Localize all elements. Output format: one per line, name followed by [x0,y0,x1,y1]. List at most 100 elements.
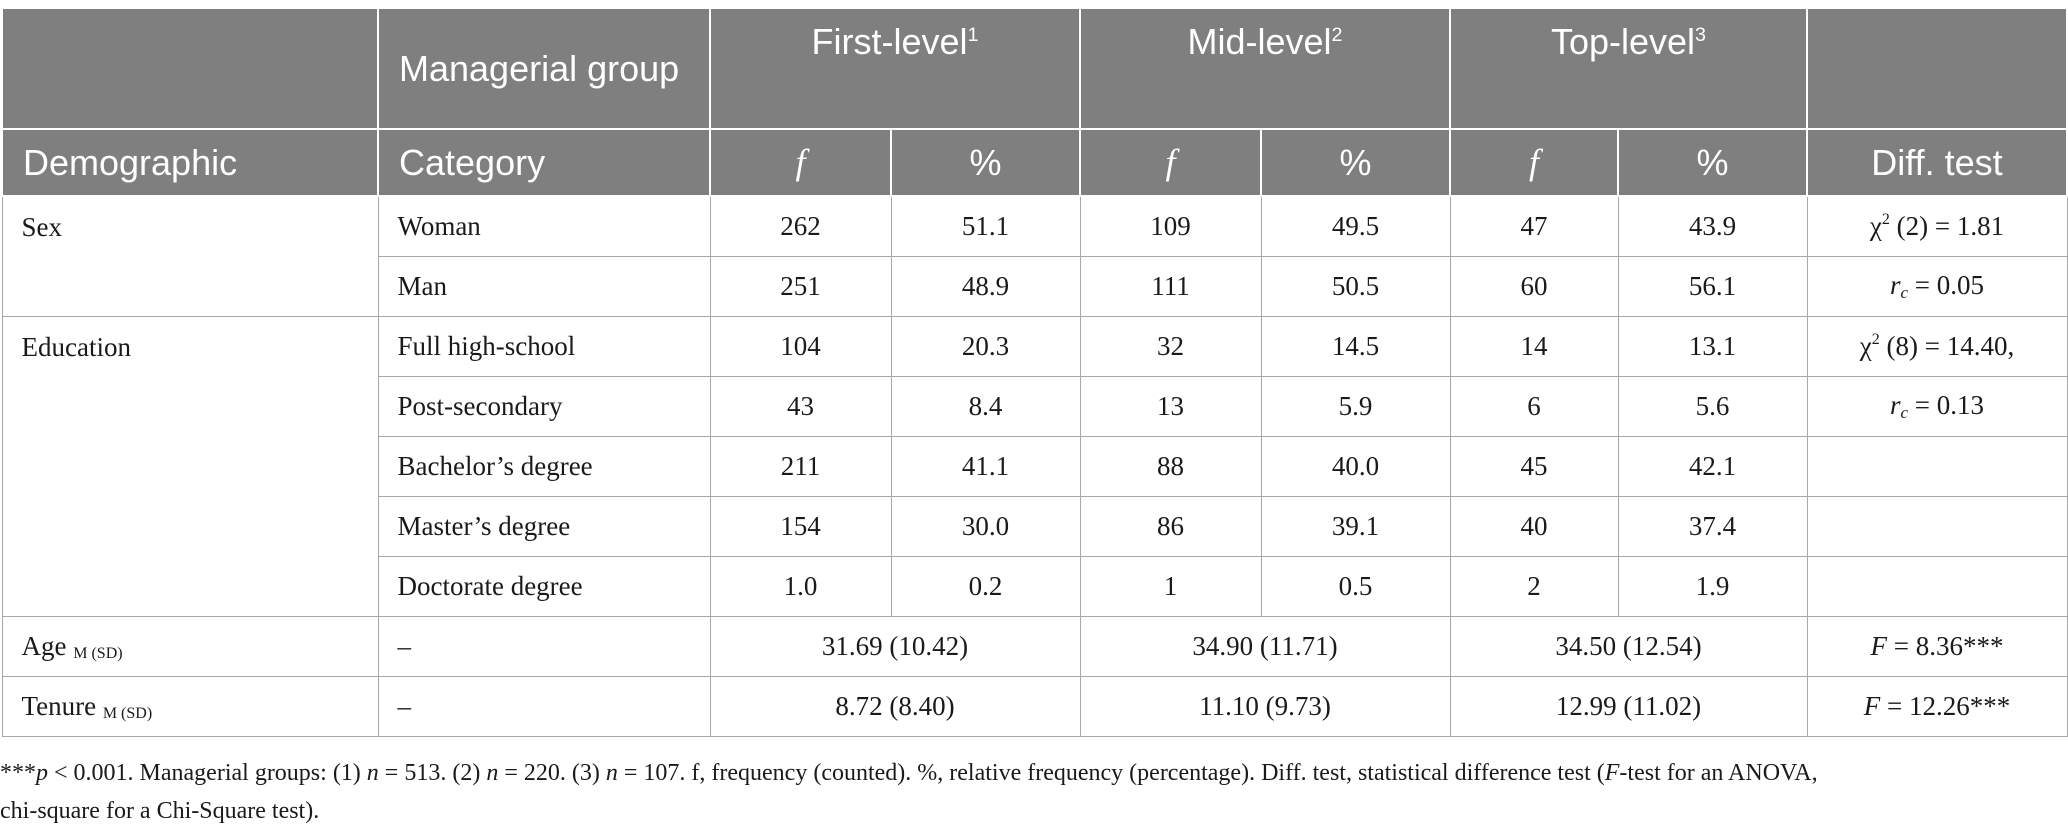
header-diff-test: Diff. test [1806,128,2068,197]
value-cell: 51.1 [890,195,1081,257]
tenure-sub: M (SD) [102,704,153,722]
header-pct-first: % [890,128,1081,197]
value-cell: 31.69 (10.42) [709,616,1081,677]
value-cell: 13.1 [1617,316,1808,377]
value-cell: 60 [1449,256,1619,317]
category-cell: – [377,676,711,737]
note-F: F [1604,760,1620,786]
header-top-level-label: Top-level [1550,21,1696,62]
table-footnote: ***p < 0.001. Managerial groups: (1) n =… [0,754,2060,830]
demographics-table: Managerial group First-level1 Mid-level2… [1,7,2068,737]
value-cell: 12.99 (11.02) [1449,676,1808,737]
table-row: Age M (SD) – 31.69 (10.42) 34.90 (11.71)… [1,616,2068,677]
value-cell: 0.5 [1260,556,1451,617]
header-first-level-label: First-level [811,21,968,62]
header-category: Category [377,128,711,197]
value-cell: 42.1 [1617,436,1808,497]
r-sub: c [1900,283,1909,302]
header-mid-level: Mid-level2 [1079,7,1451,130]
value-cell: 45 [1449,436,1619,497]
value-cell: 50.5 [1260,256,1451,317]
header-f-mid: f [1079,128,1262,197]
diff-test-cell: χ2 (8) = 14.40, [1806,316,2068,377]
header-empty-last [1806,7,2068,130]
value-cell: 14.5 [1260,316,1451,377]
f-value: = 12.26*** [1880,691,2011,721]
note-part1: < 0.001. Managerial groups: (1) [48,760,367,786]
diff-test-cell: F = 8.36*** [1806,616,2068,677]
table-row: Doctorate degree 1.0 0.2 1 0.5 2 1.9 [2,556,2068,617]
value-cell: 43 [709,376,892,437]
category-cell: Full high-school [377,316,711,377]
table-row: Education Full high-school 104 20.3 32 1… [1,316,2068,617]
diff-test-cell: rc = 0.05 [1806,256,2068,317]
note-stars: *** [0,760,36,786]
r-value: = 0.13 [1908,390,1985,420]
value-cell: 37.4 [1617,496,1808,557]
value-cell: 34.90 (11.71) [1079,616,1451,677]
r-symbol: r [1889,270,1901,300]
value-cell: 88 [1079,436,1262,497]
tenure-label: Tenure [21,690,97,721]
value-cell: 20.3 [890,316,1081,377]
category-cell: – [377,616,711,677]
table-row: Sex Woman 262 51.1 109 49.5 47 43.9 χ2 (… [1,195,2068,317]
value-cell: 1.9 [1617,556,1808,617]
table-row: Master’s degree 154 30.0 86 39.1 40 37.4 [2,496,2068,557]
chi-sup: 2 [1881,211,1890,228]
category-cell: Master’s degree [377,496,711,557]
value-cell: 211 [709,436,892,497]
value-cell: 251 [709,256,892,317]
value-cell: 154 [709,496,892,557]
r-sub: c [1900,403,1909,422]
table-row: Tenure M (SD) – 8.72 (8.40) 11.10 (9.73)… [1,676,2068,737]
category-cell: Post-secondary [377,376,711,437]
value-cell: 5.6 [1617,376,1808,437]
value-cell: 262 [709,195,892,257]
row-label-sex: Sex [1,195,379,317]
header-top-level: Top-level3 [1449,7,1808,130]
value-cell: 1 [1079,556,1262,617]
header-row-groups: Managerial group First-level1 Mid-level2… [1,7,2068,130]
diff-test-cell-empty [1806,556,2068,617]
table-row: Bachelor’s degree 211 41.1 88 40.0 45 42… [2,436,2068,497]
value-cell: 109 [1079,195,1262,257]
value-cell: 34.50 (12.54) [1449,616,1808,677]
diff-test-cell: F = 12.26*** [1806,676,2068,737]
value-cell: 43.9 [1617,195,1808,257]
note-part3: = 220. (3) [498,760,606,786]
header-empty-cell [1,7,379,130]
chi-value: (8) = 14.40, [1879,331,2015,361]
note-part2: = 513. (2) [378,760,487,786]
table-header: Managerial group First-level1 Mid-level2… [1,7,2068,197]
age-label: Age [21,630,67,661]
diff-test-cell: χ2 (2) = 1.81 [1806,195,2068,257]
value-cell: 111 [1079,256,1262,317]
age-sub: M (SD) [73,644,123,662]
header-mid-level-label: Mid-level [1187,21,1332,62]
value-cell: 39.1 [1260,496,1451,557]
row-label-age: Age M (SD) [1,616,379,677]
value-cell: 13 [1079,376,1262,437]
chi-symbol: χ [1859,331,1872,361]
header-first-level-sup: 1 [967,24,979,46]
note-n2: n [486,760,499,786]
row-label-education: Education [1,316,379,617]
value-cell: 30.0 [890,496,1081,557]
note-part5: -test for an ANOVA, [1619,760,1818,786]
note-n1: n [366,760,379,786]
r-symbol: r [1889,390,1901,420]
category-cell: Doctorate degree [377,556,711,617]
header-row-columns: Demographic Category f % f % f % Diff. t… [1,128,2068,197]
value-cell: 1.0 [709,556,892,617]
header-top-level-sup: 3 [1695,24,1707,46]
value-cell: 56.1 [1617,256,1808,317]
value-cell: 6 [1449,376,1619,437]
f-symbol: F [1870,631,1888,661]
value-cell: 2 [1449,556,1619,617]
header-pct-mid: % [1260,128,1451,197]
category-cell: Bachelor’s degree [377,436,711,497]
table-body: Sex Woman 262 51.1 109 49.5 47 43.9 χ2 (… [1,195,2068,737]
note-line2: chi-square for a Chi-Square test). [0,798,320,824]
value-cell: 5.9 [1260,376,1451,437]
